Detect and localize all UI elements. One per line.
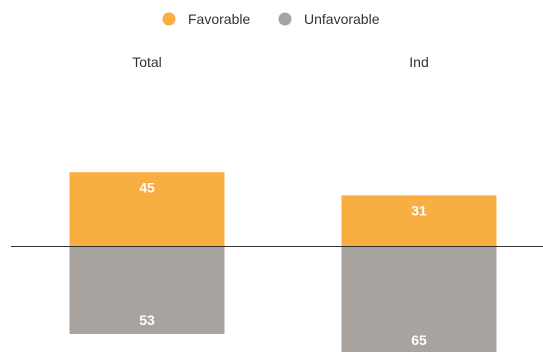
data-label-unfavorable-ind: 65 [411, 332, 427, 348]
bar-favorable-ind [341, 195, 497, 247]
bar-unfavorable-ind [341, 246, 497, 352]
category-labels: Total Ind [132, 54, 429, 70]
bars [69, 172, 497, 352]
legend-label-favorable: Favorable [188, 11, 250, 27]
data-label-unfavorable-total: 53 [139, 312, 155, 328]
category-label-total: Total [132, 54, 162, 70]
legend: Favorable Unfavorable [162, 11, 380, 27]
legend-marker-unfavorable [278, 12, 292, 26]
legend-label-unfavorable: Unfavorable [304, 11, 380, 27]
legend-marker-favorable [162, 12, 176, 26]
data-labels: 45 31 53 65 [139, 179, 427, 348]
bar-unfavorable-total [69, 246, 225, 334]
bar-favorable-total [69, 172, 225, 247]
category-label-ind: Ind [409, 54, 428, 70]
data-label-favorable-total: 45 [139, 179, 155, 195]
data-label-favorable-ind: 31 [411, 202, 427, 218]
